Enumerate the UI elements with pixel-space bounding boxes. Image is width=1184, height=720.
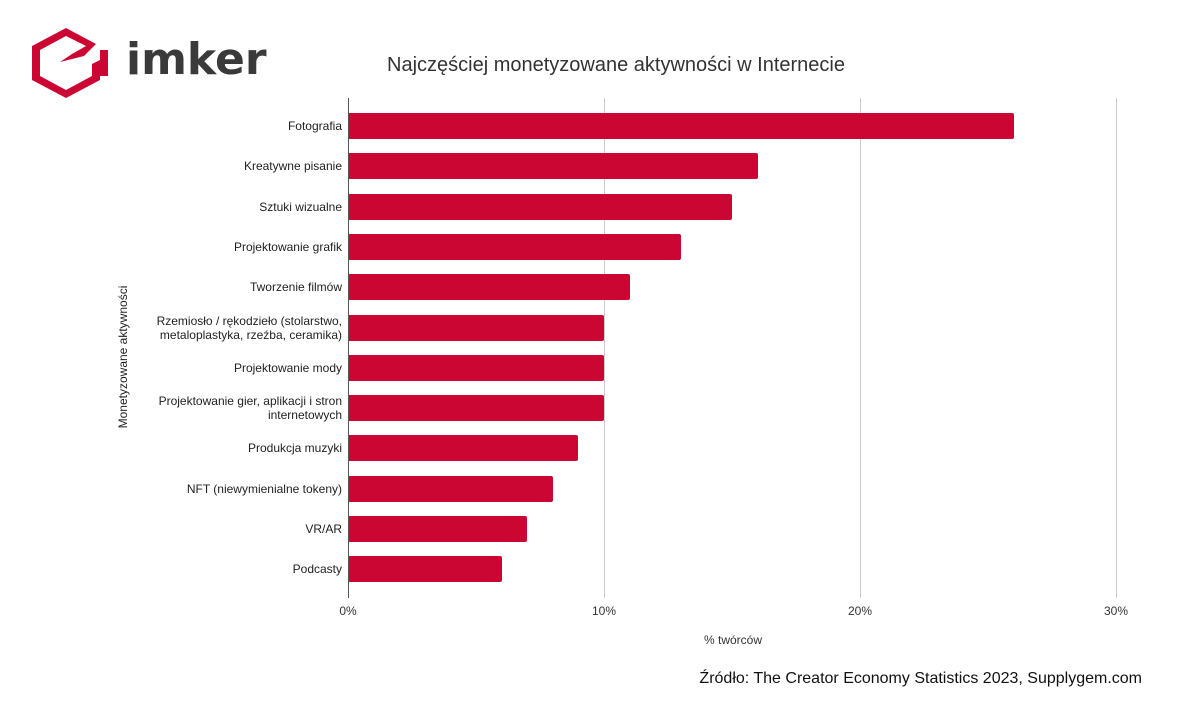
bar: [349, 233, 681, 260]
category-label: Produkcja muzyki: [247, 441, 342, 456]
bar: [349, 556, 502, 583]
y-axis-line: [348, 98, 349, 598]
tick-20: 20%: [847, 604, 873, 618]
category-label: Projektowanie gier, aplikacji i stron int…: [158, 394, 342, 423]
gridline-20: [860, 98, 861, 598]
category-label: Sztuki wizualne: [259, 199, 342, 214]
imker-logo: imker: [30, 24, 267, 100]
chart-title: Najczęściej monetyzowane aktywności w In…: [387, 54, 845, 76]
bar: [349, 395, 604, 422]
hexagon-e-icon: [32, 28, 108, 98]
source-note: Źródło: The Creator Economy Statistics 2…: [699, 670, 1142, 687]
bar: [349, 193, 732, 220]
gridline-10: [604, 98, 605, 598]
gridline-30: [1116, 98, 1117, 598]
logo-text: imker: [126, 34, 267, 85]
category-label: VR/AR: [305, 522, 342, 536]
x-axis-label: % twórców: [703, 633, 763, 647]
bar: [349, 475, 553, 502]
category-label: Projektowanie grafik: [233, 239, 342, 254]
bar: [349, 354, 604, 381]
bar: [349, 314, 604, 341]
tick-0: 0%: [339, 604, 357, 618]
bar: [349, 153, 758, 180]
category-label: Podcasty: [292, 562, 342, 577]
category-label: Tworzenie filmów: [249, 280, 342, 295]
category-label: Rzemiosło / rękodzieło (stolarstwo, metal…: [156, 313, 342, 342]
category-label: NFT (niewymienialne tokeny): [186, 481, 342, 496]
plot-area: [348, 98, 1128, 598]
bar: [349, 435, 579, 462]
bar: [349, 113, 1014, 139]
bar: [349, 516, 528, 542]
category-label: Kreatywne pisanie: [243, 159, 342, 174]
category-label: Projektowanie mody: [233, 360, 342, 375]
bar: [349, 274, 630, 301]
category-label: Fotografia: [287, 119, 342, 133]
tick-30: 30%: [1103, 604, 1129, 618]
tick-10: 10%: [591, 604, 617, 618]
